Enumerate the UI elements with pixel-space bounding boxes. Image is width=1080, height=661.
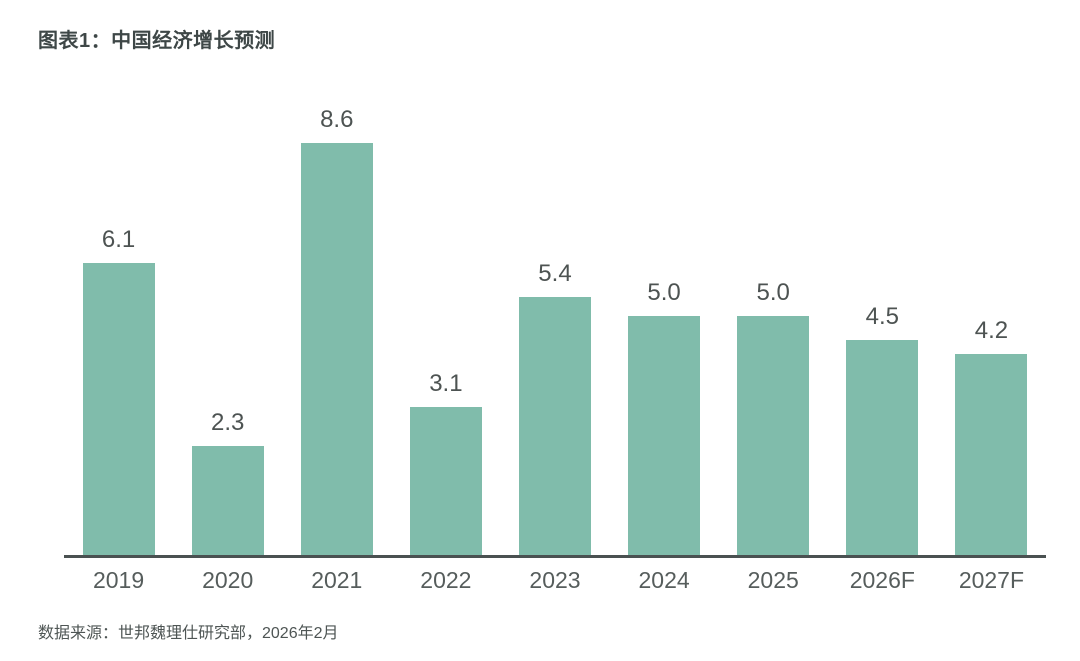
bar-value-label: 4.2 [974,317,1009,344]
bar-column: 2.3 [173,100,282,556]
bar [409,407,482,556]
bar-value-label: 5.4 [538,260,572,287]
x-axis-tick-label: 2025 [747,567,799,593]
bar-column: 5.0 [610,100,719,556]
bar-column: 4.5 [828,100,937,556]
bar-value-label: 5.0 [756,279,790,306]
x-axis-tick-label: 2020 [202,567,254,593]
x-axis-tick-label: 2021 [311,567,363,593]
x-axis-tick-label: 2024 [638,567,690,593]
bar-value-label: 4.5 [865,303,899,330]
source-note: 数据来源：世邦魏理仕研究部，2026年2月 [38,625,339,642]
bar [518,297,591,556]
bar [82,263,155,556]
bar [628,316,701,556]
bar-value-label: 2.3 [210,409,245,436]
bar-value-label: 5.0 [647,279,681,306]
x-axis-tick-label: 2027F [958,567,1025,593]
x-axis-tick-label: 2023 [529,567,581,593]
bar-column: 4.2 [937,100,1046,556]
x-axis-line [64,555,1046,558]
bar [191,446,264,556]
bar-value-label: 8.6 [320,106,354,133]
bar-column: 3.1 [391,100,500,556]
bar-column: 5.4 [500,100,609,556]
bar-column: 6.1 [64,100,173,556]
bar [955,354,1028,556]
bar-value-label: 6.1 [101,226,136,253]
x-axis-tick-label: 2019 [92,567,145,593]
bar-column: 8.6 [282,100,391,556]
bar-column: 5.0 [719,100,828,556]
x-axis-tick-label: 2022 [420,567,472,593]
x-axis-tick-labels: 2019 2020 2021 2022 2023 2024 2025 2026F 2027F [64,567,1046,594]
bar-value-label: 3.1 [429,370,463,397]
bar [846,340,919,556]
chart-title: 图表1：中国经济增长预测 [38,30,276,52]
x-axis-tick-label: 2026F [849,567,915,593]
bar [737,316,810,556]
bar [300,143,373,556]
bar-plot-area: 6.1 2.3 8.6 3.1 5.4 5.0 5.0 4.5 4.2 [64,100,1046,556]
